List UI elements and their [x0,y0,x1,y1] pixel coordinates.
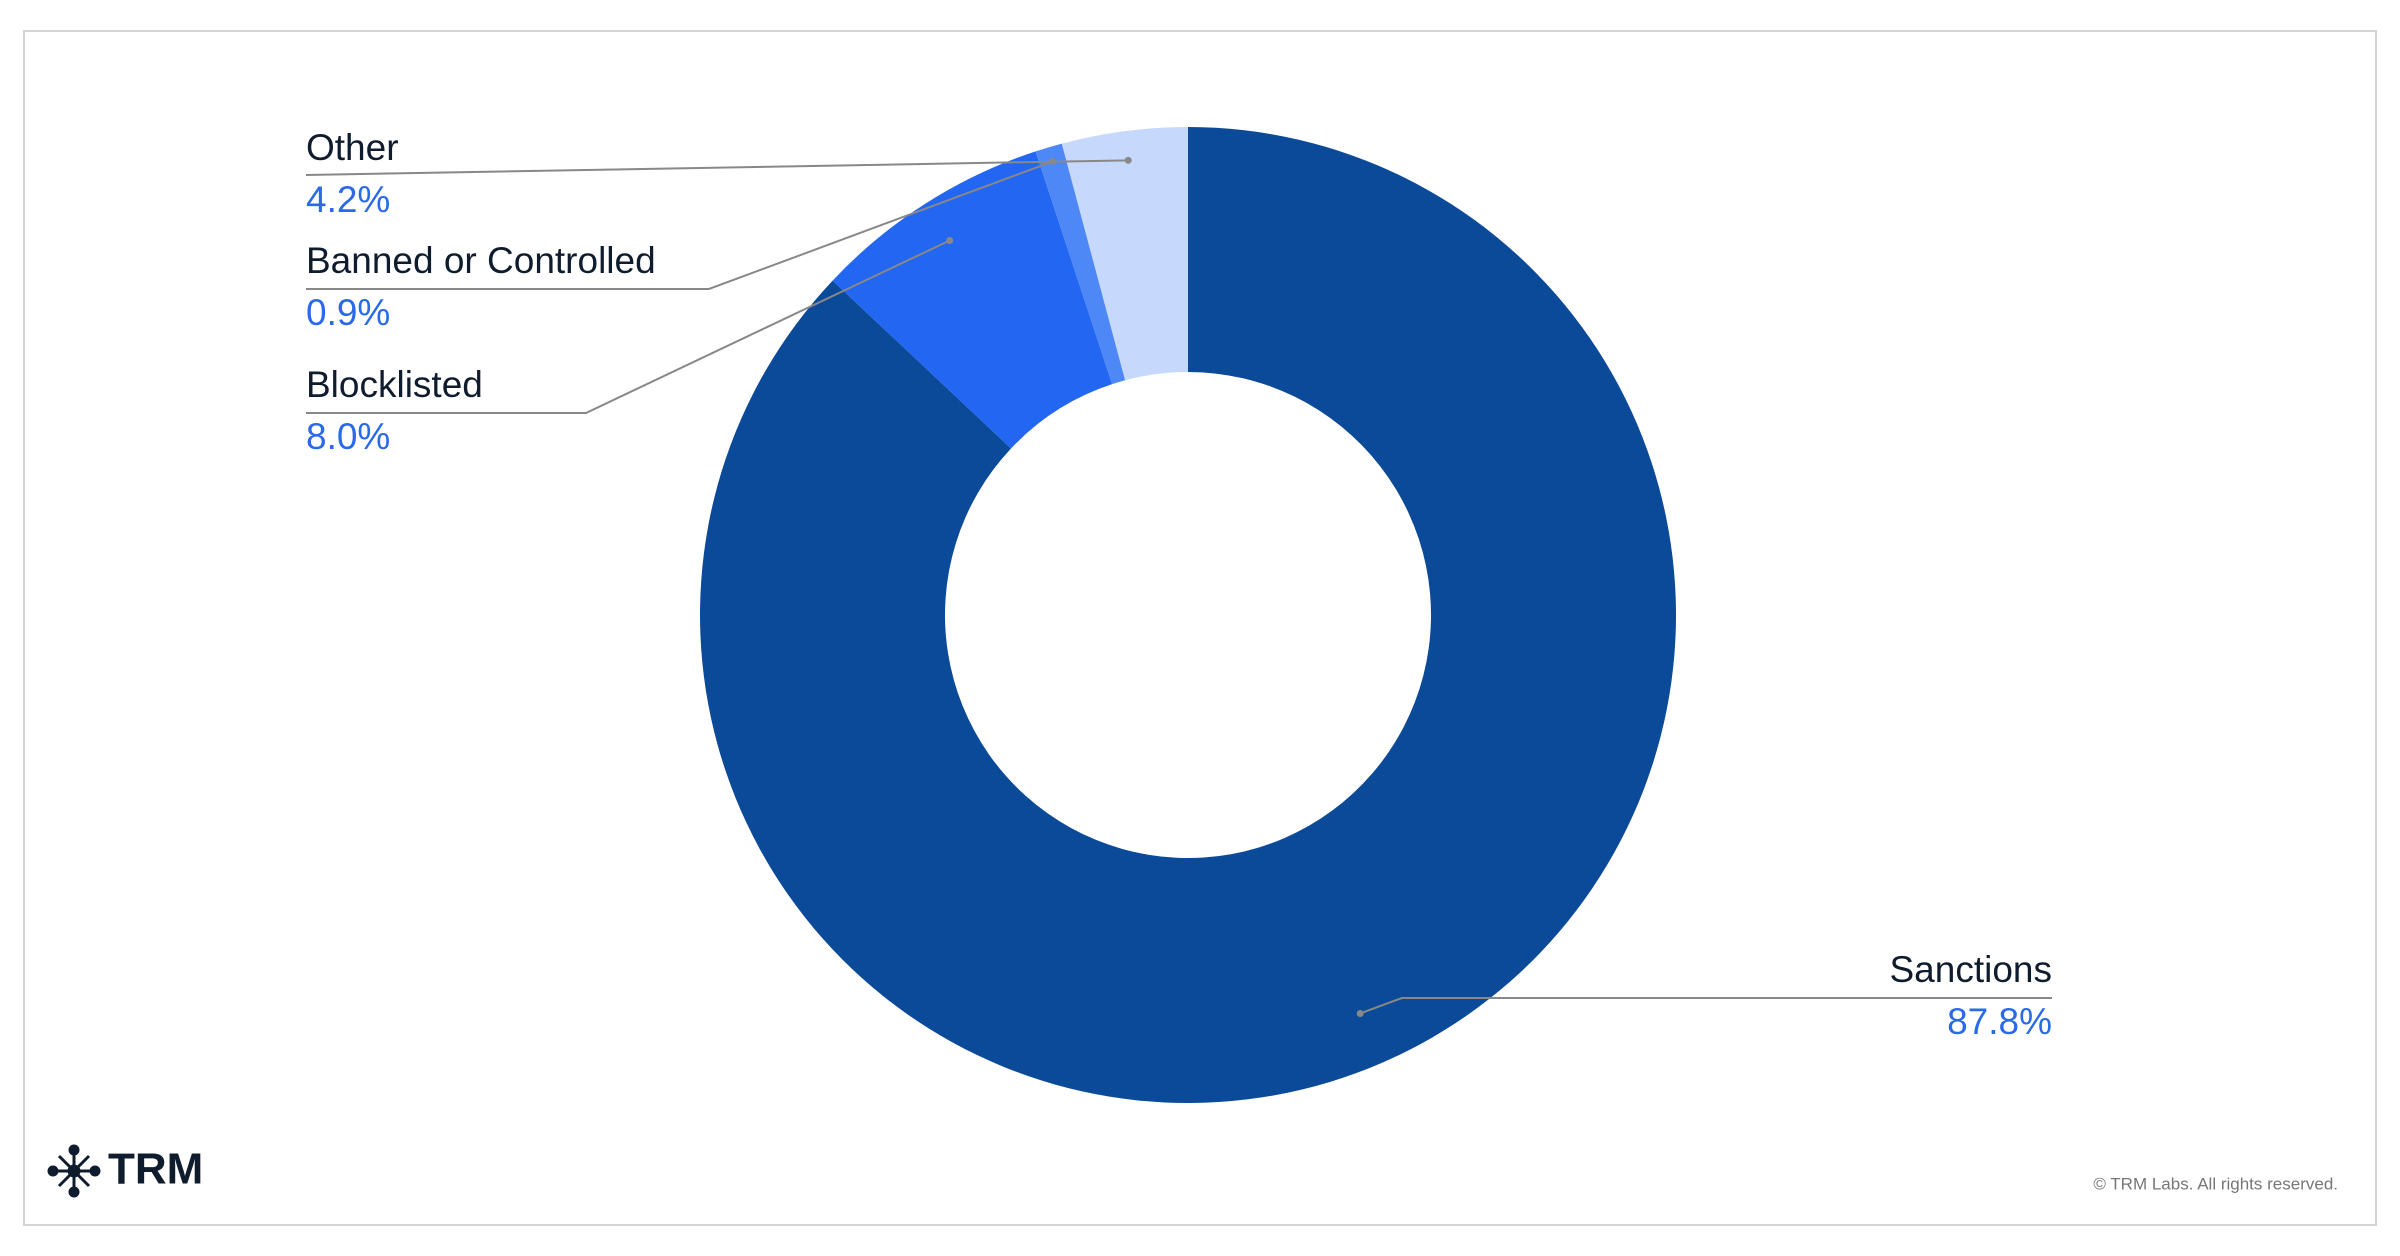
leader-dot [1356,1009,1364,1017]
donut-slice [699,127,1676,1103]
slice-value: 4.2% [306,179,390,220]
logo-text: TRM [108,1145,203,1194]
slice-label: Blocklisted [306,364,483,405]
leader-dot [1124,156,1132,164]
logo-icon [47,1144,101,1198]
copyright: © TRM Labs. All rights reserved. [2093,1174,2338,1193]
leader-line [1359,997,2052,1015]
slice-label: Sanctions [1890,949,2053,990]
donut-slice [1035,143,1126,385]
slice-label: Other [306,127,399,168]
slice-value: 0.9% [306,292,390,333]
donut-slice [832,151,1113,449]
leader-dot [946,236,954,244]
slice-value: 8.0% [306,416,390,457]
leader-line [306,239,951,414]
slice-label: Banned or Controlled [306,240,656,281]
leader-line [306,160,1054,290]
slice-value: 87.8% [1947,1001,2052,1042]
leader-line [305,159,1129,176]
donut-slice [1061,127,1188,381]
